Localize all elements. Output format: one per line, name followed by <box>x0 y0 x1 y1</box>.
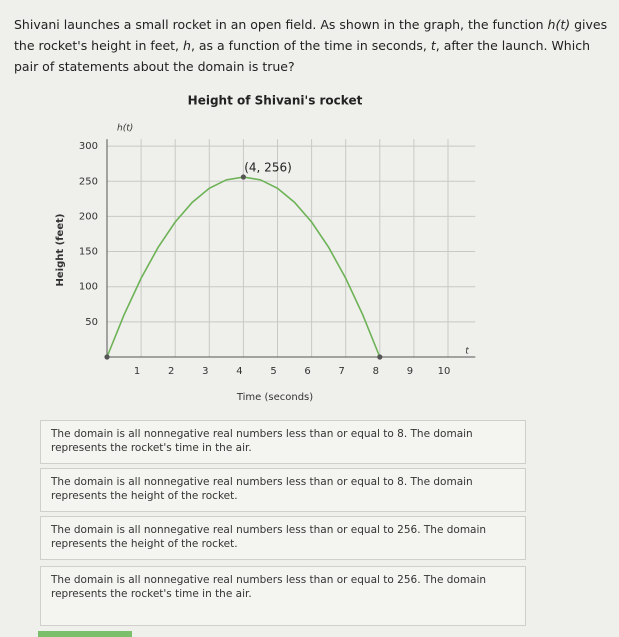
x-tick-label: 3 <box>202 366 208 377</box>
x-tick-label: 4 <box>236 366 242 377</box>
annotation: (4, 256) <box>244 161 292 175</box>
chart-title: Height of Shivani's rocket <box>188 94 363 108</box>
answer-option[interactable]: The domain is all nonnegative real numbe… <box>40 566 526 626</box>
y-axis-name: h(t) <box>117 124 133 134</box>
question-text: gives the rocket's height in feet, <box>14 17 608 53</box>
y-tick-label: 100 <box>79 282 98 293</box>
y-tick-label: 50 <box>85 317 98 328</box>
data-point <box>104 354 110 360</box>
x-tick-label: 7 <box>339 366 345 377</box>
question-text: Shivani launches a small rocket in an op… <box>14 17 548 32</box>
x-axis-name: t <box>465 347 469 357</box>
math-variable: h <box>183 38 191 53</box>
y-tick-label: 200 <box>79 211 98 222</box>
math-variable: h(t) <box>547 17 571 32</box>
x-tick-label: 5 <box>270 366 276 377</box>
answer-option[interactable]: The domain is all nonnegative real numbe… <box>40 468 526 512</box>
y-tick-label: 150 <box>79 247 98 258</box>
x-tick-label: 2 <box>168 366 174 377</box>
x-tick-label: 9 <box>407 366 413 377</box>
y-axis-label: Height (feet) <box>55 214 66 287</box>
y-tick-label: 300 <box>79 141 98 152</box>
progress-bar <box>38 631 132 637</box>
question-text: , as a function of the time in seconds, <box>190 38 431 53</box>
y-tick-label: 250 <box>79 176 98 187</box>
answer-option[interactable]: The domain is all nonnegative real numbe… <box>40 420 526 464</box>
x-tick-label: 1 <box>134 366 140 377</box>
x-axis-label: Time (seconds) <box>236 392 313 403</box>
x-tick-label: 6 <box>304 366 310 377</box>
x-tick-label: 10 <box>438 366 451 377</box>
data-point <box>377 354 383 360</box>
data-point <box>240 174 246 180</box>
question-text: , after the launch. Which pair of statem… <box>14 38 590 74</box>
math-variable: t <box>430 38 436 53</box>
answer-option[interactable]: The domain is all nonnegative real numbe… <box>40 516 526 560</box>
x-tick-label: 8 <box>373 366 379 377</box>
question: Shivani launches a small rocket in an op… <box>14 14 610 77</box>
